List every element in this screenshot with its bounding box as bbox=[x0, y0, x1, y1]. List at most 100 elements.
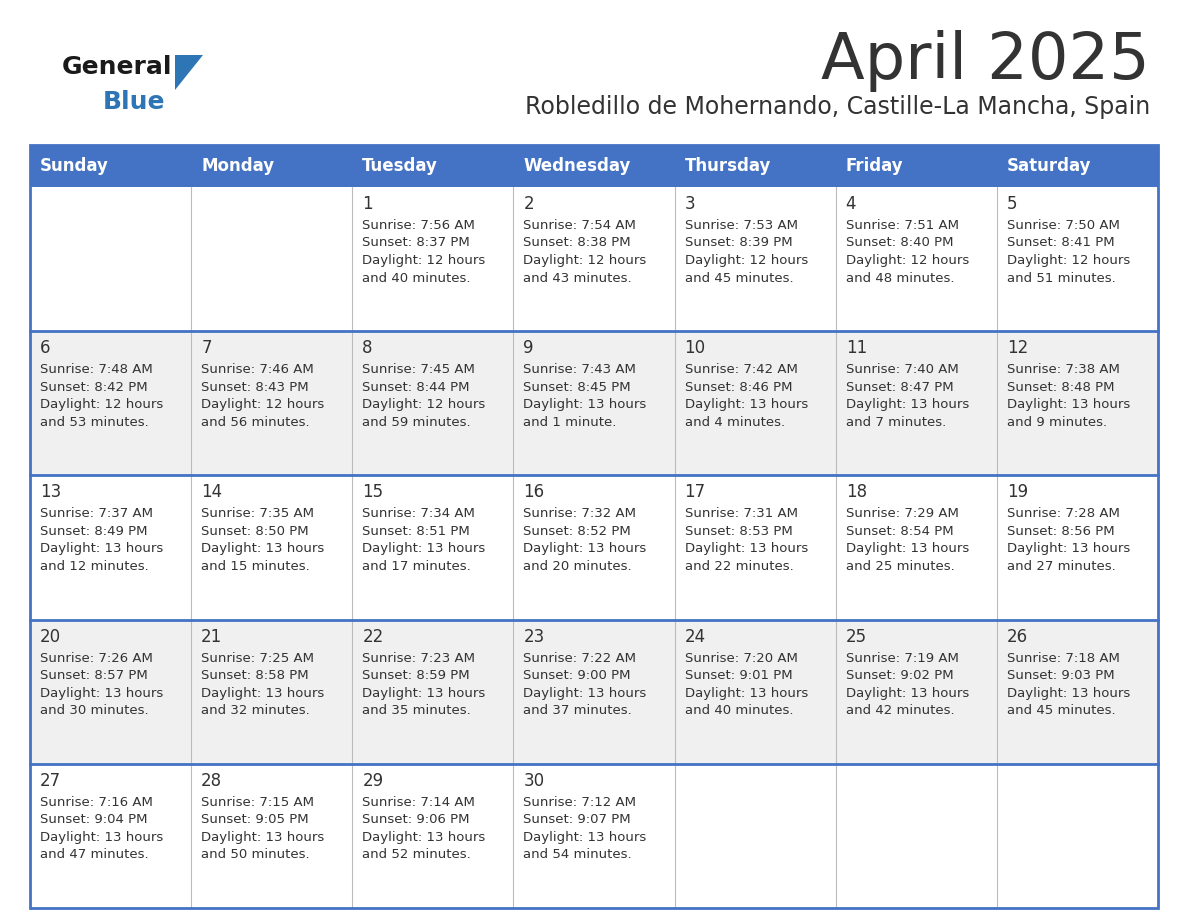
Text: Daylight: 13 hours: Daylight: 13 hours bbox=[524, 398, 646, 411]
Text: Sunset: 9:00 PM: Sunset: 9:00 PM bbox=[524, 669, 631, 682]
Text: Daylight: 12 hours: Daylight: 12 hours bbox=[362, 254, 486, 267]
Text: Sunset: 8:44 PM: Sunset: 8:44 PM bbox=[362, 381, 469, 394]
Text: Sunset: 9:01 PM: Sunset: 9:01 PM bbox=[684, 669, 792, 682]
Text: Daylight: 12 hours: Daylight: 12 hours bbox=[201, 398, 324, 411]
Text: Sunrise: 7:14 AM: Sunrise: 7:14 AM bbox=[362, 796, 475, 809]
Text: 14: 14 bbox=[201, 484, 222, 501]
Text: Sunrise: 7:48 AM: Sunrise: 7:48 AM bbox=[40, 364, 153, 376]
Text: Daylight: 13 hours: Daylight: 13 hours bbox=[201, 687, 324, 700]
Text: Sunday: Sunday bbox=[40, 157, 109, 175]
Text: Daylight: 13 hours: Daylight: 13 hours bbox=[40, 687, 163, 700]
Text: Sunset: 8:58 PM: Sunset: 8:58 PM bbox=[201, 669, 309, 682]
Text: 9: 9 bbox=[524, 339, 533, 357]
Text: and 52 minutes.: and 52 minutes. bbox=[362, 848, 470, 861]
Text: Daylight: 13 hours: Daylight: 13 hours bbox=[1007, 398, 1130, 411]
Bar bbox=[835, 145, 997, 187]
Text: Sunset: 9:06 PM: Sunset: 9:06 PM bbox=[362, 813, 469, 826]
Text: Daylight: 13 hours: Daylight: 13 hours bbox=[524, 543, 646, 555]
Text: Tuesday: Tuesday bbox=[362, 157, 438, 175]
Text: Daylight: 13 hours: Daylight: 13 hours bbox=[846, 398, 969, 411]
Text: and 7 minutes.: and 7 minutes. bbox=[846, 416, 946, 429]
Text: 25: 25 bbox=[846, 628, 867, 645]
Text: Sunrise: 7:37 AM: Sunrise: 7:37 AM bbox=[40, 508, 153, 521]
Text: Daylight: 12 hours: Daylight: 12 hours bbox=[846, 254, 969, 267]
Text: and 4 minutes.: and 4 minutes. bbox=[684, 416, 785, 429]
Text: Sunset: 8:45 PM: Sunset: 8:45 PM bbox=[524, 381, 631, 394]
Text: Sunset: 8:43 PM: Sunset: 8:43 PM bbox=[201, 381, 309, 394]
Bar bbox=[30, 620, 1158, 764]
Text: and 40 minutes.: and 40 minutes. bbox=[684, 704, 794, 717]
Text: and 56 minutes.: and 56 minutes. bbox=[201, 416, 310, 429]
Text: Daylight: 13 hours: Daylight: 13 hours bbox=[846, 543, 969, 555]
Text: Sunset: 8:50 PM: Sunset: 8:50 PM bbox=[201, 525, 309, 538]
Text: Sunset: 8:40 PM: Sunset: 8:40 PM bbox=[846, 237, 953, 250]
Text: and 45 minutes.: and 45 minutes. bbox=[1007, 704, 1116, 717]
Text: Sunset: 8:37 PM: Sunset: 8:37 PM bbox=[362, 237, 470, 250]
Text: Sunset: 8:51 PM: Sunset: 8:51 PM bbox=[362, 525, 470, 538]
Text: Daylight: 13 hours: Daylight: 13 hours bbox=[684, 687, 808, 700]
Text: Sunrise: 7:23 AM: Sunrise: 7:23 AM bbox=[362, 652, 475, 665]
Text: Daylight: 13 hours: Daylight: 13 hours bbox=[684, 398, 808, 411]
Text: General: General bbox=[62, 55, 172, 79]
Text: 28: 28 bbox=[201, 772, 222, 789]
Text: Friday: Friday bbox=[846, 157, 903, 175]
Text: Sunset: 8:52 PM: Sunset: 8:52 PM bbox=[524, 525, 631, 538]
Text: Sunset: 8:49 PM: Sunset: 8:49 PM bbox=[40, 525, 147, 538]
Text: 18: 18 bbox=[846, 484, 867, 501]
Text: 17: 17 bbox=[684, 484, 706, 501]
Bar bbox=[30, 187, 1158, 331]
Text: Sunrise: 7:19 AM: Sunrise: 7:19 AM bbox=[846, 652, 959, 665]
Text: Daylight: 13 hours: Daylight: 13 hours bbox=[201, 831, 324, 844]
Text: and 53 minutes.: and 53 minutes. bbox=[40, 416, 148, 429]
Text: Sunrise: 7:26 AM: Sunrise: 7:26 AM bbox=[40, 652, 153, 665]
Text: 10: 10 bbox=[684, 339, 706, 357]
Text: Sunset: 8:38 PM: Sunset: 8:38 PM bbox=[524, 237, 631, 250]
Text: Daylight: 13 hours: Daylight: 13 hours bbox=[524, 687, 646, 700]
Text: and 48 minutes.: and 48 minutes. bbox=[846, 272, 954, 285]
Text: Wednesday: Wednesday bbox=[524, 157, 631, 175]
Text: and 47 minutes.: and 47 minutes. bbox=[40, 848, 148, 861]
Text: and 22 minutes.: and 22 minutes. bbox=[684, 560, 794, 573]
Text: Sunrise: 7:42 AM: Sunrise: 7:42 AM bbox=[684, 364, 797, 376]
Text: Sunrise: 7:34 AM: Sunrise: 7:34 AM bbox=[362, 508, 475, 521]
Text: Robledillo de Mohernando, Castille-La Mancha, Spain: Robledillo de Mohernando, Castille-La Ma… bbox=[525, 95, 1150, 119]
Text: 29: 29 bbox=[362, 772, 384, 789]
Text: Sunset: 8:39 PM: Sunset: 8:39 PM bbox=[684, 237, 792, 250]
Text: Saturday: Saturday bbox=[1007, 157, 1092, 175]
Text: Daylight: 13 hours: Daylight: 13 hours bbox=[524, 831, 646, 844]
Text: and 20 minutes.: and 20 minutes. bbox=[524, 560, 632, 573]
Text: and 15 minutes.: and 15 minutes. bbox=[201, 560, 310, 573]
Text: Sunrise: 7:25 AM: Sunrise: 7:25 AM bbox=[201, 652, 314, 665]
Text: 15: 15 bbox=[362, 484, 384, 501]
Text: Sunrise: 7:56 AM: Sunrise: 7:56 AM bbox=[362, 219, 475, 232]
Bar bbox=[191, 145, 353, 187]
Text: and 1 minute.: and 1 minute. bbox=[524, 416, 617, 429]
Text: 8: 8 bbox=[362, 339, 373, 357]
Text: Sunset: 8:48 PM: Sunset: 8:48 PM bbox=[1007, 381, 1114, 394]
Text: and 51 minutes.: and 51 minutes. bbox=[1007, 272, 1116, 285]
Text: April 2025: April 2025 bbox=[821, 30, 1150, 92]
Text: Daylight: 13 hours: Daylight: 13 hours bbox=[1007, 543, 1130, 555]
Text: and 35 minutes.: and 35 minutes. bbox=[362, 704, 470, 717]
Text: 27: 27 bbox=[40, 772, 61, 789]
Text: 11: 11 bbox=[846, 339, 867, 357]
Text: Daylight: 13 hours: Daylight: 13 hours bbox=[362, 831, 486, 844]
Text: Sunset: 8:54 PM: Sunset: 8:54 PM bbox=[846, 525, 953, 538]
Text: Daylight: 13 hours: Daylight: 13 hours bbox=[40, 831, 163, 844]
Text: 7: 7 bbox=[201, 339, 211, 357]
Text: Daylight: 12 hours: Daylight: 12 hours bbox=[524, 254, 646, 267]
Text: Blue: Blue bbox=[103, 90, 165, 114]
Text: Sunrise: 7:51 AM: Sunrise: 7:51 AM bbox=[846, 219, 959, 232]
Text: Sunrise: 7:40 AM: Sunrise: 7:40 AM bbox=[846, 364, 959, 376]
Text: Sunset: 9:05 PM: Sunset: 9:05 PM bbox=[201, 813, 309, 826]
Text: 30: 30 bbox=[524, 772, 544, 789]
Text: Sunset: 9:07 PM: Sunset: 9:07 PM bbox=[524, 813, 631, 826]
Text: Daylight: 13 hours: Daylight: 13 hours bbox=[362, 687, 486, 700]
Text: Sunrise: 7:16 AM: Sunrise: 7:16 AM bbox=[40, 796, 153, 809]
Text: and 17 minutes.: and 17 minutes. bbox=[362, 560, 470, 573]
Text: 2: 2 bbox=[524, 195, 535, 213]
Text: and 40 minutes.: and 40 minutes. bbox=[362, 272, 470, 285]
Text: Sunrise: 7:15 AM: Sunrise: 7:15 AM bbox=[201, 796, 314, 809]
Bar bbox=[353, 145, 513, 187]
Text: 26: 26 bbox=[1007, 628, 1028, 645]
